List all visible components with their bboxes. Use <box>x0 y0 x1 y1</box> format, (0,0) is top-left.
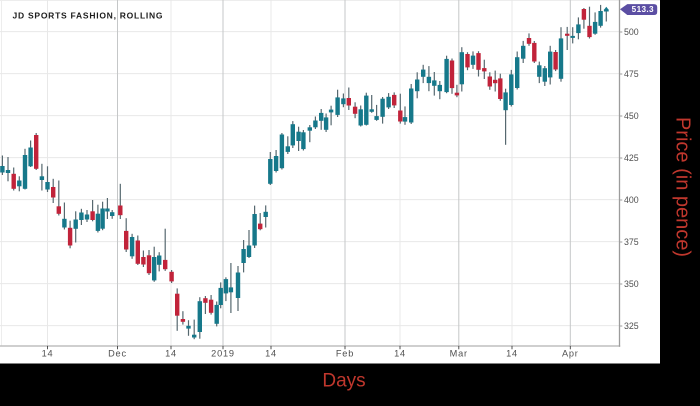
svg-text:14: 14 <box>506 349 518 359</box>
svg-text:14: 14 <box>165 349 177 359</box>
svg-text:Price (in pence): Price (in pence) <box>672 117 694 257</box>
svg-text:Mar: Mar <box>450 349 468 359</box>
svg-text:475: 475 <box>624 69 639 79</box>
svg-text:513.3: 513.3 <box>632 5 654 14</box>
svg-text:325: 325 <box>624 321 639 331</box>
svg-text:400: 400 <box>624 195 639 205</box>
svg-text:425: 425 <box>624 153 639 163</box>
svg-text:14: 14 <box>265 349 277 359</box>
svg-text:Apr: Apr <box>562 349 579 359</box>
svg-text:14: 14 <box>42 349 54 359</box>
svg-text:Feb: Feb <box>336 349 354 359</box>
svg-text:500: 500 <box>624 27 639 37</box>
svg-text:350: 350 <box>624 279 639 289</box>
svg-text:2019: 2019 <box>211 349 235 359</box>
svg-text:Dec: Dec <box>108 349 127 359</box>
svg-text:450: 450 <box>624 111 639 121</box>
svg-text:Days: Days <box>322 370 365 391</box>
svg-text:14: 14 <box>394 349 406 359</box>
svg-text:375: 375 <box>624 237 639 247</box>
svg-text:JD SPORTS FASHION, ROLLING: JD SPORTS FASHION, ROLLING <box>13 11 164 21</box>
